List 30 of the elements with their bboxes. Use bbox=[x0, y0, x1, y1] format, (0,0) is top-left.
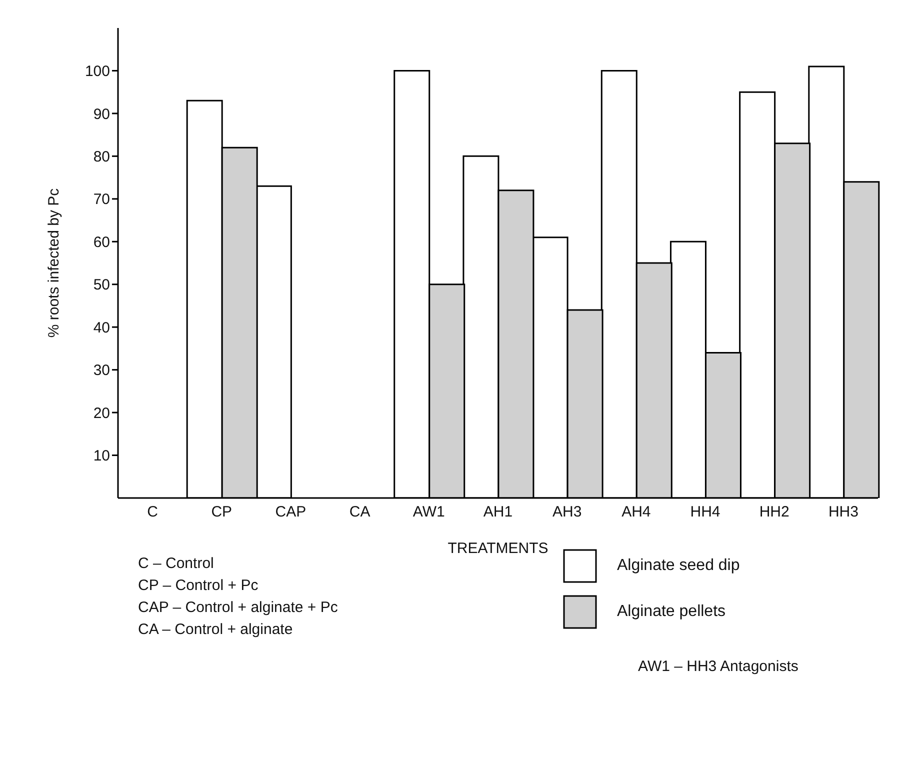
text: C – Control bbox=[138, 554, 215, 574]
y-tick-label: 80 bbox=[93, 148, 110, 166]
text: CA – Control + alginate bbox=[138, 620, 294, 640]
legend-label: Alginate seed dip bbox=[617, 557, 740, 575]
x-tick-label: C bbox=[147, 504, 158, 521]
x-tick-label: CAP bbox=[275, 504, 306, 521]
y-tick-label: 60 bbox=[93, 234, 110, 251]
x-tick-label: HH4 bbox=[690, 504, 720, 521]
y-tick-label: 20 bbox=[93, 404, 110, 422]
x-tick-label: HH2 bbox=[759, 504, 790, 521]
legend-label: Alginate pellets bbox=[617, 603, 726, 621]
y-tick-label: 50 bbox=[93, 276, 110, 294]
text: CAP – Control + alginate + Pc bbox=[138, 598, 338, 618]
text: AW1 – HH3 Antagonists bbox=[638, 658, 798, 675]
x-tick-label: HH3 bbox=[828, 504, 858, 521]
y-tick-label: 40 bbox=[93, 319, 110, 336]
x-tick-label: AH4 bbox=[622, 504, 651, 521]
y-tick-label: 100 bbox=[84, 63, 110, 80]
y-tick-label: 90 bbox=[93, 106, 110, 123]
y-axis-title: % roots infected by Pc bbox=[45, 188, 62, 338]
text: CP – Control + Pc bbox=[138, 576, 260, 596]
x-axis-title: TREATMENTS bbox=[448, 540, 548, 557]
y-tick-label: 30 bbox=[93, 362, 110, 380]
y-tick-label: 70 bbox=[93, 191, 110, 208]
x-tick-label: CP bbox=[211, 504, 232, 521]
y-tick-label: 10 bbox=[93, 448, 110, 465]
x-tick-label: AH1 bbox=[483, 504, 513, 521]
x-tick-label: AH3 bbox=[552, 504, 582, 521]
x-tick-label: CA bbox=[349, 504, 370, 521]
x-tick-label: AW1 bbox=[412, 504, 445, 521]
